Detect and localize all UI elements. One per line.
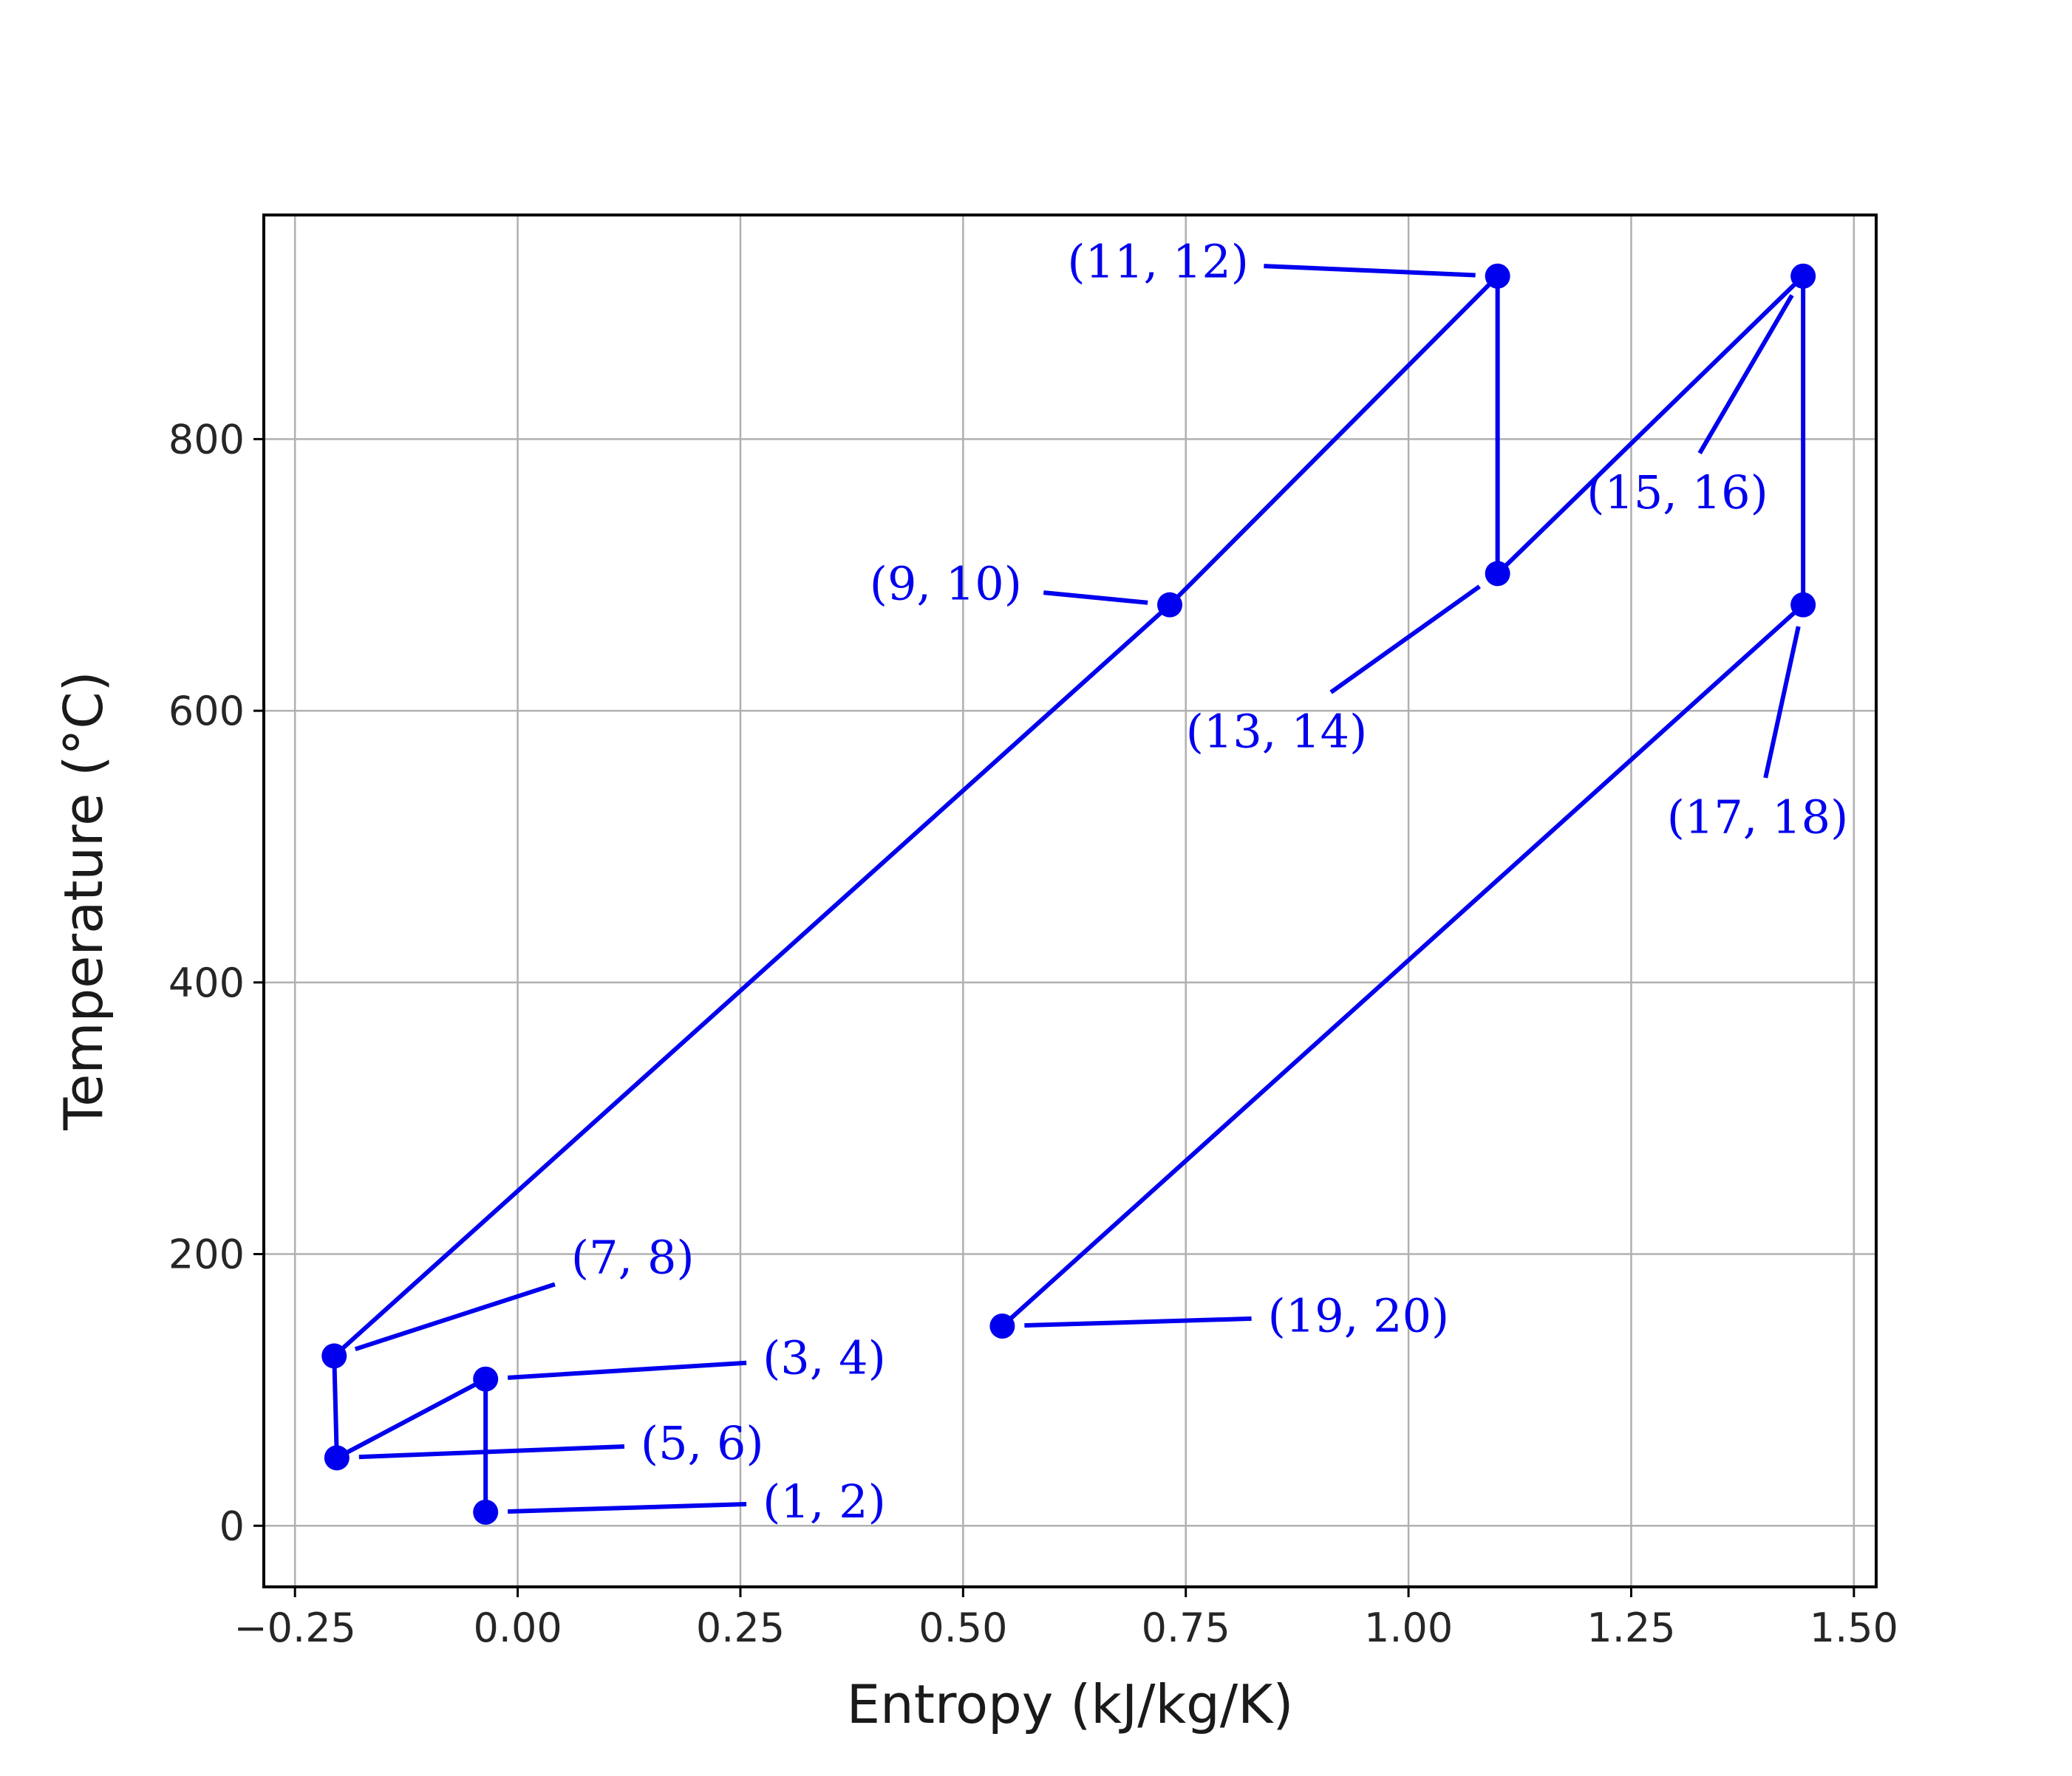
data-points (321, 263, 1816, 1525)
state-point (473, 1499, 499, 1525)
state-label: (15, 16) (1587, 465, 1768, 519)
x-tick-label: −0.25 (234, 1605, 355, 1651)
x-tick-label: 0.00 (473, 1605, 562, 1651)
state-point (321, 1343, 347, 1369)
plot-frame (262, 214, 1878, 1588)
state-label: (9, 10) (870, 556, 1022, 610)
annotation-arrow (358, 1444, 625, 1460)
x-tick-label: 0.25 (696, 1605, 785, 1651)
y-tick-label: 800 (168, 416, 245, 462)
x-tick-label: 0.50 (919, 1605, 1007, 1651)
annotation-arrow (507, 1502, 747, 1514)
annotation-arrow (1763, 626, 1801, 779)
state-label: (3, 4) (763, 1331, 886, 1384)
state-label: (19, 20) (1268, 1288, 1450, 1342)
y-tick-label: 400 (168, 960, 245, 1006)
x-tick-label: 1.25 (1587, 1605, 1675, 1651)
annotation-arrow (1329, 584, 1481, 694)
state-point (1485, 561, 1510, 587)
series-line (332, 273, 1806, 1512)
grid-lines (264, 215, 1876, 1587)
y-tick-label: 0 (219, 1503, 245, 1549)
y-tick-label: 200 (168, 1232, 245, 1278)
annotation-arrow (1024, 1316, 1252, 1328)
x-tick-label: 1.50 (1810, 1605, 1898, 1651)
annotations: (1, 2) (3, 4) (5, 6) (7, 8) (9, 10) (11, 12) (… (354, 235, 1849, 1529)
annotation-arrow (1043, 590, 1148, 605)
annotation-arrow (354, 1282, 556, 1352)
state-label: (7, 8) (571, 1230, 695, 1284)
state-point (1790, 592, 1816, 618)
x-axis-title: Entropy (kJ/kg/K) (847, 1673, 1294, 1735)
cycle-line (332, 273, 1806, 1512)
y-tick-label: 600 (168, 688, 245, 734)
state-point (1790, 263, 1816, 289)
annotation-arrow (507, 1360, 747, 1380)
state-label: (13, 14) (1186, 705, 1368, 759)
annotation-arrow (1697, 294, 1794, 454)
y-axis-title: Temperature (°C) (52, 671, 115, 1130)
state-point (1157, 592, 1183, 618)
state-label: (1, 2) (763, 1475, 886, 1529)
state-point (473, 1366, 499, 1392)
state-point (324, 1445, 350, 1471)
state-point (989, 1313, 1015, 1339)
x-tick-label: 1.00 (1364, 1605, 1453, 1651)
axis-ticks: −0.25 0.00 0.25 0.50 0.75 1.00 1.25 1.50 0 200 400… (168, 416, 1898, 1651)
annotation-arrow (1264, 264, 1476, 278)
state-label: (11, 12) (1067, 235, 1249, 289)
x-tick-label: 0.75 (1142, 1605, 1230, 1651)
plot-background (264, 215, 1876, 1587)
state-label: (17, 18) (1667, 790, 1849, 844)
state-point (1485, 263, 1510, 289)
state-label: (5, 6) (641, 1416, 764, 1470)
